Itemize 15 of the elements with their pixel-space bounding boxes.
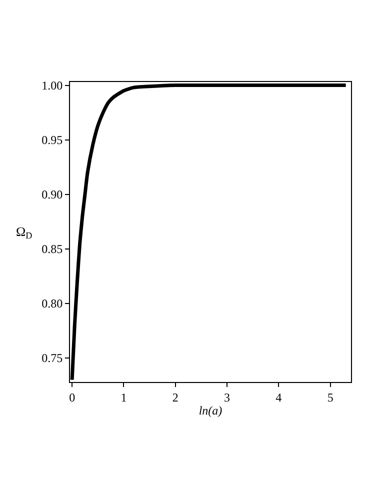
- x-tick-label: 3: [224, 390, 230, 404]
- x-tick-label: 1: [120, 390, 127, 404]
- x-axis-title: ln(a): [198, 403, 222, 418]
- y-tick-label: 0.95: [42, 133, 63, 148]
- y-tick-label: 1.00: [42, 78, 63, 92]
- x-tick-label: 0: [69, 390, 76, 404]
- y-tick-label: 0.90: [42, 188, 63, 202]
- y-tick-label: 0.85: [42, 242, 63, 256]
- x-tick-label: 5: [327, 390, 334, 404]
- y-tick-label: 0.75: [42, 351, 63, 366]
- x-tick-label: 4: [276, 390, 282, 404]
- line-series: [70, 83, 348, 382]
- y-axis-title: Ω$_{D}$: [16, 224, 33, 241]
- x-tick-label: 2: [172, 390, 178, 404]
- y-tick-label: 0.80: [42, 296, 63, 311]
